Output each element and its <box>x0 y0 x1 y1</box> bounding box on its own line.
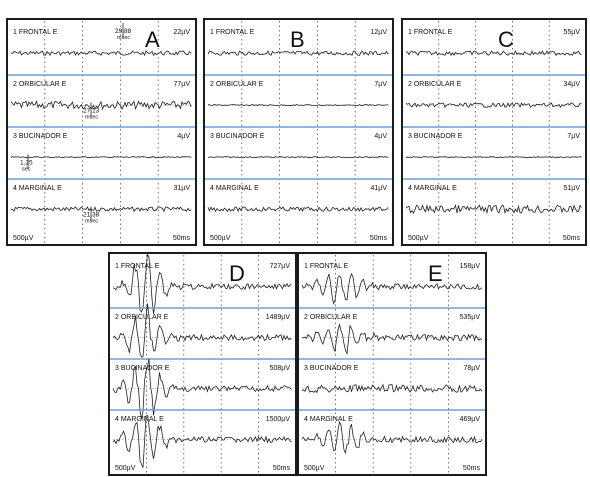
scale-time: 50ms <box>370 235 388 242</box>
emg-trace <box>207 206 389 213</box>
panel-frame <box>401 18 587 246</box>
channel-label: 3 BUCINADOR E <box>408 133 463 140</box>
channel-label: 2 ORBICULAR E <box>304 314 358 321</box>
panel-d: 1 FRONTAL E 727µV 2 ORBICULAR E 1489µV 3 BUC… <box>108 252 297 476</box>
panel-letter: D <box>229 261 245 286</box>
emg-trace <box>405 156 582 159</box>
scale-voltage: 500µV <box>115 465 136 472</box>
channel-amplitude: 34µV <box>564 81 581 88</box>
emg-trace <box>301 420 483 455</box>
panel-letter: E <box>428 261 443 286</box>
channel-amplitude: 78µV <box>464 365 481 372</box>
latency-value: 1.25 <box>20 159 33 166</box>
channel-label: 3 BUCINADOR E <box>13 133 68 140</box>
emg-trace <box>301 383 483 394</box>
channel-amplitude: 7µV <box>374 81 387 88</box>
channel-amplitude: 508µV <box>270 365 291 372</box>
latency-unit: msec <box>85 114 98 120</box>
emg-trace <box>10 99 192 111</box>
channel-label: 1 FRONTAL E <box>408 29 453 36</box>
panel-frame <box>6 18 197 246</box>
channel-label: 4 MARGINAL E <box>115 416 164 423</box>
channel-amplitude: 55µV <box>564 29 581 36</box>
emg-trace <box>405 204 582 215</box>
channel-amplitude: 41µV <box>371 185 388 192</box>
channel-amplitude: 31µV <box>174 185 191 192</box>
emg-trace <box>405 49 582 57</box>
channel-label: 2 ORBICULAR E <box>13 81 67 88</box>
scale-voltage: 500µV <box>304 465 325 472</box>
emg-trace <box>301 323 483 356</box>
channel-label: 3 BUCINADOR E <box>115 365 170 372</box>
channel-amplitude: 158µV <box>460 263 481 270</box>
channel-amplitude: 4µV <box>374 133 387 140</box>
channel-label: 1 FRONTAL E <box>210 29 255 36</box>
panel-letter: A <box>145 27 160 52</box>
emg-trace <box>10 50 192 57</box>
emg-trace <box>11 206 192 213</box>
channel-amplitude: 1489µV <box>266 314 291 321</box>
scale-voltage: 500µV <box>210 235 231 242</box>
emg-trace <box>207 104 389 107</box>
channel-label: 3 BUCINADOR E <box>210 133 265 140</box>
gridlines <box>113 255 292 473</box>
latency-unit: msec <box>85 218 98 224</box>
emg-trace <box>207 156 389 159</box>
channel-label: 4 MARGINAL E <box>13 185 62 192</box>
channel-amplitude: 22µV <box>174 29 191 36</box>
panel-b: 1 FRONTAL E 12µV 2 ORBICULAR E 7µV 3 BUCINAD… <box>203 18 394 246</box>
panel-letter: C <box>498 27 514 52</box>
latency-value: 27.13 <box>83 107 100 114</box>
channel-label: 4 MARGINAL E <box>304 416 353 423</box>
channel-label: 3 BUCINADOR E <box>304 365 359 372</box>
channel-label: 1 FRONTAL E <box>304 263 349 270</box>
emg-trace <box>112 414 292 468</box>
panel-letter: B <box>290 27 305 52</box>
channel-amplitude: 4µV <box>177 133 190 140</box>
channel-amplitude: 77µV <box>174 81 191 88</box>
scale-time: 50ms <box>463 465 481 472</box>
emg-trace <box>207 50 389 56</box>
channel-amplitude: 51µV <box>564 185 581 192</box>
latency-value: 29.88 <box>115 28 132 35</box>
channel-label: 2 ORBICULAR E <box>210 81 264 88</box>
channel-label: 2 ORBICULAR E <box>115 314 169 321</box>
emg-trace <box>405 101 582 109</box>
scale-time: 50ms <box>563 235 581 242</box>
channel-label: 2 ORBICULAR E <box>408 81 462 88</box>
panel-a: 1 FRONTAL E 22µV 2 ORBICULAR E 77µV 3 BUCINA… <box>6 18 197 246</box>
latency-unit: sec <box>22 166 31 172</box>
channel-label: 4 MARGINAL E <box>408 185 457 192</box>
latency-value: 21.38 <box>83 211 100 218</box>
channel-label: 4 MARGINAL E <box>210 185 259 192</box>
emg-trace <box>112 358 292 419</box>
channel-label: 1 FRONTAL E <box>115 263 160 270</box>
channel-label: 1 FRONTAL E <box>13 29 58 36</box>
channel-amplitude: 7µV <box>567 133 580 140</box>
channel-amplitude: 469µV <box>460 416 481 423</box>
emg-trace <box>10 156 192 159</box>
channel-amplitude: 12µV <box>371 29 388 36</box>
latency-unit: msec <box>117 35 130 41</box>
panel-c: 1 FRONTAL E 55µV 2 ORBICULAR E 34µV 3 BUCINA… <box>401 18 587 246</box>
channel-amplitude: 727µV <box>270 263 291 270</box>
emg-trace <box>112 303 292 358</box>
emg-trace <box>301 273 483 305</box>
scale-time: 50ms <box>173 235 191 242</box>
scale-time: 50ms <box>273 465 291 472</box>
channel-amplitude: 1500µV <box>266 416 291 423</box>
scale-voltage: 500µV <box>408 235 429 242</box>
scale-voltage: 500µV <box>13 235 34 242</box>
panel-e: 1 FRONTAL E 158µV 2 ORBICULAR E 535µV 3 BUCI… <box>297 252 487 476</box>
channel-amplitude: 535µV <box>460 314 481 321</box>
